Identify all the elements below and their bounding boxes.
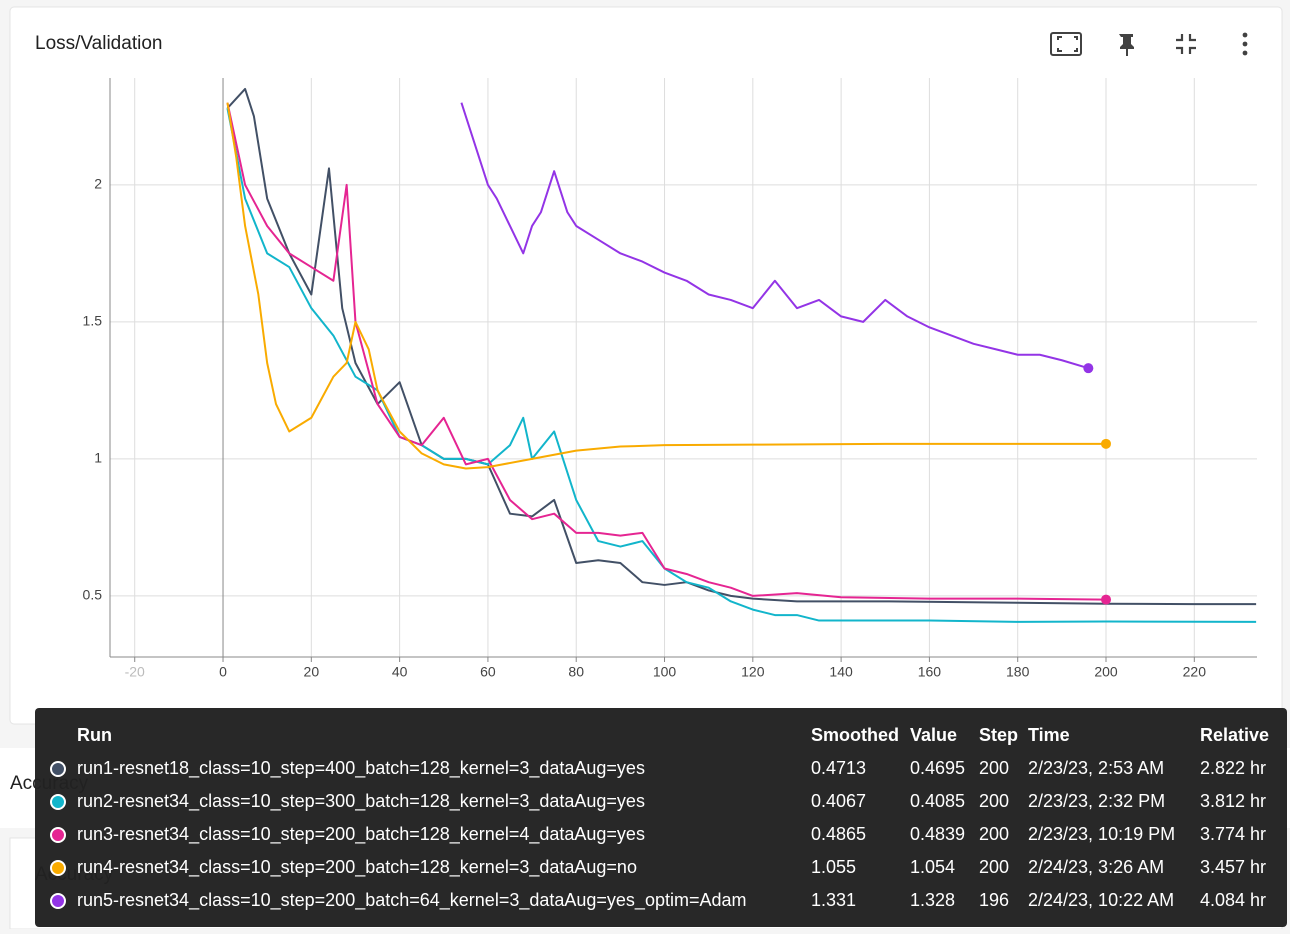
- table-cell: 2/23/23, 2:53 AM: [1028, 758, 1164, 778]
- run-color-dot: [50, 893, 66, 909]
- collapse-button[interactable]: [1176, 34, 1196, 54]
- x-tick-label: 0: [219, 664, 227, 680]
- table-cell: 3.812 hr: [1200, 791, 1266, 811]
- y-tick-label: 1: [94, 450, 102, 466]
- table-cell: 0.4085: [910, 791, 965, 811]
- table-cell: run2-resnet34_class=10_step=300_batch=12…: [77, 791, 645, 812]
- table-cell: 1.328: [910, 890, 955, 910]
- run-color-dot: [50, 794, 66, 810]
- table-cell: run3-resnet34_class=10_step=200_batch=12…: [77, 824, 645, 845]
- x-tick-label: 180: [1006, 664, 1030, 680]
- column-header: Run: [77, 725, 112, 745]
- end-marker: [1083, 363, 1094, 374]
- x-tick-label: 140: [829, 664, 853, 680]
- run-color-dot: [50, 761, 66, 777]
- table-cell: 2/24/23, 3:26 AM: [1028, 857, 1164, 877]
- table-cell: run4-resnet34_class=10_step=200_batch=12…: [77, 857, 637, 878]
- table-cell: 200: [979, 758, 1009, 778]
- table-cell: 2/24/23, 10:22 AM: [1028, 890, 1174, 910]
- end-markers: [1083, 363, 1112, 605]
- x-tick-label: 100: [653, 664, 677, 680]
- y-tick-label: 1.5: [83, 313, 103, 329]
- column-header: Time: [1028, 725, 1070, 745]
- table-cell: 196: [979, 890, 1009, 910]
- table-cell: 1.055: [811, 857, 856, 877]
- table-cell: 2.822 hr: [1200, 758, 1266, 778]
- table-cell: 3.457 hr: [1200, 857, 1266, 877]
- x-tick-label: 220: [1183, 664, 1207, 680]
- y-tick-label: 0.5: [83, 587, 103, 603]
- table-cell: 2/23/23, 10:19 PM: [1028, 824, 1175, 844]
- pin-button[interactable]: [1119, 34, 1134, 56]
- series-line: [226, 102, 1107, 601]
- more-button[interactable]: [1242, 32, 1248, 56]
- plot-lines: [226, 87, 1257, 623]
- chart-title: Loss/Validation: [35, 33, 162, 54]
- x-tick-label: 160: [918, 664, 942, 680]
- table-cell: 1.331: [811, 890, 856, 910]
- table-cell: 200: [979, 857, 1009, 877]
- run-color-dot: [50, 860, 66, 876]
- end-marker: [1101, 438, 1112, 449]
- x-tick-label: 200: [1094, 664, 1118, 680]
- table-cell: 4.084 hr: [1200, 890, 1266, 910]
- series-line: [226, 107, 1257, 623]
- column-header: Smoothed: [811, 725, 899, 745]
- x-tick-label: 60: [480, 664, 496, 680]
- column-header: Value: [910, 725, 957, 745]
- table-cell: run1-resnet18_class=10_step=400_batch=12…: [77, 758, 645, 779]
- table-cell: 200: [979, 824, 1009, 844]
- tooltip: [35, 708, 1287, 927]
- table-cell: 0.4839: [910, 824, 965, 844]
- x-tick-label: 20: [304, 664, 320, 680]
- run-color-dot: [50, 827, 66, 843]
- grid: 0.5 1 1.5 2 -20 0 20 40 60 80 100 120 140 160 180 200 22…: [83, 78, 1257, 680]
- series-line: [226, 87, 1257, 606]
- x-tick-label: -20: [125, 664, 145, 680]
- table-cell: 200: [979, 791, 1009, 811]
- column-header: Step: [979, 725, 1018, 745]
- table-cell: 0.4067: [811, 791, 866, 811]
- table-cell: 0.4695: [910, 758, 965, 778]
- table-cell: 2/23/23, 2:32 PM: [1028, 791, 1165, 811]
- x-tick-label: 120: [741, 664, 765, 680]
- x-tick-label: 40: [392, 664, 408, 680]
- table-cell: 3.774 hr: [1200, 824, 1266, 844]
- column-header: Relative: [1200, 725, 1269, 745]
- table-cell: 0.4865: [811, 824, 866, 844]
- table-cell: 0.4713: [811, 758, 866, 778]
- end-marker: [1101, 594, 1112, 605]
- series-line: [226, 102, 1107, 470]
- table-cell: run5-resnet34_class=10_step=200_batch=64…: [77, 890, 747, 911]
- series-line: [460, 102, 1089, 370]
- table-cell: 1.054: [910, 857, 955, 877]
- fullscreen-button[interactable]: [1050, 32, 1082, 56]
- y-tick-label: 2: [94, 176, 102, 192]
- x-tick-label: 80: [568, 664, 584, 680]
- tooltip-table: Run Smoothed Value Step Time Relative run1-res…: [50, 725, 1269, 911]
